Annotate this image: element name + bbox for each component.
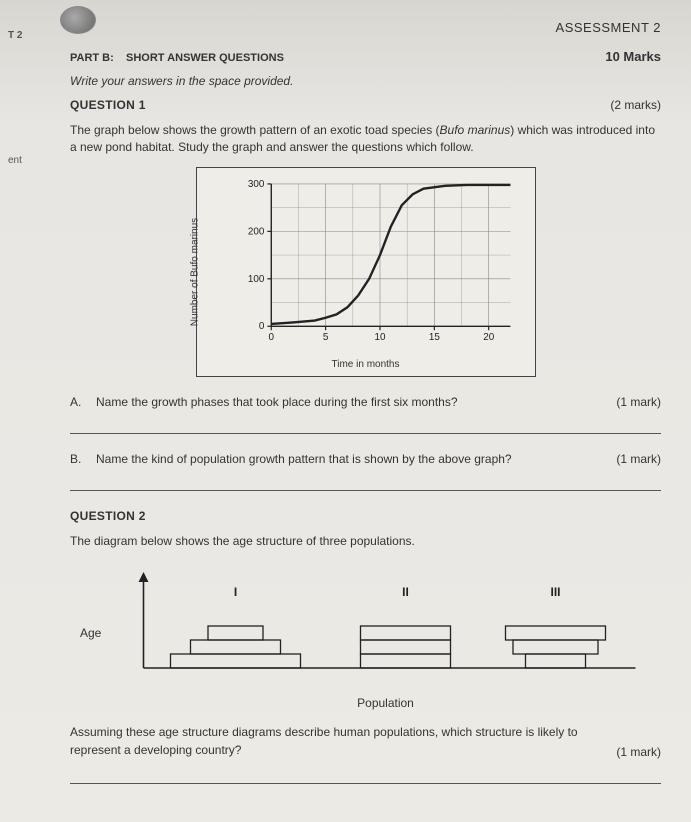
svg-text:200: 200: [247, 226, 264, 237]
q2-label: QUESTION 2: [70, 509, 661, 523]
chart-svg: 0 100 200 300 0 5 10 15 20: [241, 178, 517, 348]
chart-ylabel: Number of Bufo marinus: [189, 218, 200, 326]
svg-text:II: II: [402, 585, 409, 599]
svg-text:300: 300: [247, 179, 264, 190]
part-b-heading: PART B: SHORT ANSWER QUESTIONS: [70, 52, 284, 64]
answer-line: [70, 476, 661, 491]
part-b-marks: 10 Marks: [605, 49, 661, 64]
page: T 2 ent ASSESSMENT 2 PART B: SHORT ANSWE…: [0, 0, 691, 822]
q1a-text: Name the growth phases that took place d…: [96, 395, 458, 409]
svg-text:100: 100: [247, 274, 264, 285]
svg-text:10: 10: [374, 332, 385, 343]
q1a-marks: (1 mark): [616, 395, 661, 409]
svg-text:III: III: [550, 585, 560, 599]
q1b-text: Name the kind of population growth patte…: [96, 452, 512, 466]
part-b-title: SHORT ANSWER QUESTIONS: [126, 52, 284, 64]
instruction: Write your answers in the space provided…: [70, 74, 661, 88]
age-structure-diagram: Age IIIIII: [70, 560, 661, 690]
svg-text:5: 5: [322, 332, 328, 343]
q1b-marks: (1 mark): [616, 452, 661, 466]
population-axis-label: Population: [110, 696, 661, 710]
svg-text:I: I: [234, 585, 237, 599]
q1-label: QUESTION 1: [70, 98, 146, 112]
svg-text:15: 15: [428, 332, 439, 343]
q1b: B. Name the kind of population growth pa…: [70, 452, 512, 466]
q1-marks: (2 marks): [610, 98, 661, 112]
assessment-title: ASSESSMENT 2: [556, 20, 661, 35]
q1-species: Bufo marinus: [440, 123, 511, 137]
q1a: A. Name the growth phases that took plac…: [70, 395, 458, 409]
answer-line: [70, 419, 661, 434]
svg-text:0: 0: [268, 332, 274, 343]
part-b-label: PART B:: [70, 52, 114, 64]
q1-intro-a: The graph below shows the growth pattern…: [70, 123, 440, 137]
growth-chart: Number of Bufo marinus 01002003000510152…: [196, 167, 536, 377]
svg-text:20: 20: [483, 332, 494, 343]
q1a-letter: A.: [70, 395, 86, 409]
age-axis-label: Age: [80, 626, 101, 640]
q2-intro: The diagram below shows the age structur…: [70, 533, 661, 550]
q1-intro: The graph below shows the growth pattern…: [70, 122, 661, 157]
q1b-letter: B.: [70, 452, 86, 466]
pyramid-svg: IIIIII: [70, 560, 661, 690]
chart-xlabel: Time in months: [197, 359, 535, 370]
q2-marks: (1 mark): [616, 745, 661, 759]
svg-text:0: 0: [258, 321, 264, 332]
logo-icon: [60, 6, 96, 34]
margin-ent: ent: [8, 155, 22, 166]
answer-line: [70, 769, 661, 784]
margin-t2: T 2: [8, 30, 22, 41]
q2-question: Assuming these age structure diagrams de…: [70, 724, 616, 759]
